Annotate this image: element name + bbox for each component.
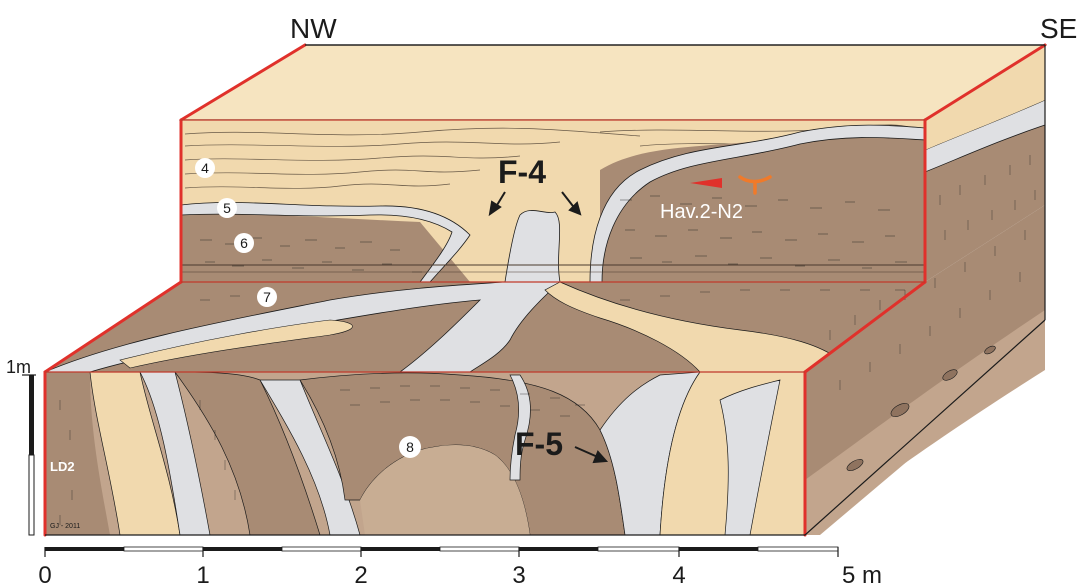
scale-tick-0: 0 — [38, 562, 51, 585]
orientation-nw-label: NW — [290, 13, 337, 44]
scale-tick-2: 2 — [354, 562, 367, 585]
orientation-se-label: SE — [1040, 13, 1077, 44]
station-label: Hav.2-N2 — [660, 201, 743, 223]
layer-marker-8: 8 — [399, 436, 421, 458]
horizontal-scale-bar — [44, 546, 839, 557]
upper-top-surface — [178, 44, 1048, 121]
upper-front-face — [180, 120, 926, 283]
scale-tick-3: 3 — [512, 562, 525, 585]
feature-f5-label: F-5 — [515, 426, 563, 462]
vertical-scale-label: 1m — [6, 357, 31, 377]
svg-text:7: 7 — [263, 289, 271, 305]
f4-arrow-right — [561, 191, 582, 216]
lower-front-face — [45, 371, 806, 536]
scale-tick-1: 1 — [196, 562, 209, 585]
upper-right-side — [924, 45, 1046, 282]
section-code-label: LD2 — [50, 459, 75, 474]
section-frame-thin — [45, 119, 925, 373]
vertical-scale-bar — [22, 374, 36, 536]
svg-text:8: 8 — [406, 439, 414, 455]
scale-tick-5: 5 m — [842, 562, 882, 585]
layer-marker-4: 4 — [195, 158, 215, 178]
feature-f4-label: F-4 — [498, 154, 546, 190]
block-outline — [45, 44, 1046, 536]
f4-arrow-left — [488, 191, 506, 217]
step-details — [44, 281, 905, 373]
credit-label: GJ - 2011 — [50, 523, 80, 530]
station-arrow-icon — [690, 178, 722, 188]
scale-tick-4: 4 — [672, 562, 685, 585]
svg-text:5: 5 — [223, 200, 231, 216]
horizontal-scale-ticks: 0 1 2 3 4 5 m — [38, 562, 882, 585]
section-frame — [43, 43, 1047, 537]
f5-arrow — [574, 446, 609, 464]
layer-marker-7: 7 — [257, 287, 277, 307]
station-symbol-icon — [738, 175, 772, 195]
svg-text:6: 6 — [240, 235, 248, 251]
svg-text:4: 4 — [201, 160, 209, 176]
layer-marker-6: 6 — [234, 233, 254, 253]
layer-marker-5: 5 — [217, 198, 237, 218]
